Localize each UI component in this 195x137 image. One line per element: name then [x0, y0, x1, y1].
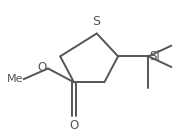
Text: O: O [69, 119, 79, 132]
Text: S: S [92, 15, 100, 28]
Text: Me: Me [6, 74, 23, 84]
Text: O: O [37, 61, 46, 74]
Text: Si: Si [149, 50, 160, 63]
